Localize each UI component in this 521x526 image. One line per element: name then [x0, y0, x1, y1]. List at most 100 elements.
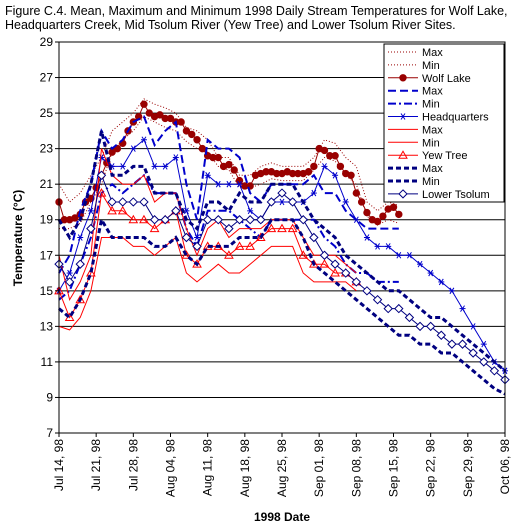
data-point: [256, 215, 266, 225]
x-tick-label: Jul 14, 98: [52, 439, 66, 491]
series-line: [58, 215, 506, 396]
data-point: [245, 215, 255, 225]
data-point: [87, 194, 95, 203]
data-point: [118, 197, 128, 207]
data-point: [320, 146, 329, 155]
data-point: [149, 223, 160, 233]
x-tick-label: Aug 04, 98: [164, 439, 178, 497]
data-point: [457, 339, 468, 349]
y-tick-label: 21: [40, 177, 54, 191]
data-point: [119, 163, 126, 170]
data-point: [86, 223, 96, 234]
data-point: [372, 294, 383, 305]
x-tick-label: Jul 21, 98: [89, 439, 103, 491]
data-point: [96, 170, 107, 181]
data-point: [213, 215, 223, 225]
y-tick-label: 23: [40, 142, 54, 156]
data-point: [470, 323, 477, 330]
series-11: [54, 170, 510, 385]
data-point: [96, 188, 107, 197]
y-tick-label: 27: [40, 71, 54, 85]
y-tick-label: 13: [40, 319, 54, 333]
y-tick-label: 29: [40, 35, 54, 49]
series-line: [58, 98, 399, 212]
data-point: [224, 223, 234, 234]
data-point: [166, 114, 175, 123]
series-0: [58, 98, 399, 212]
data-point: [182, 127, 191, 135]
data-point: [234, 215, 245, 225]
data-point: [309, 232, 319, 243]
data-point: [398, 189, 408, 199]
x-tick-label: Jul 28, 98: [126, 439, 140, 491]
legend-label: Headquarters: [422, 112, 489, 124]
x-tick-label: Sep 29, 98: [461, 439, 475, 497]
series-line: [58, 115, 399, 274]
data-point: [230, 166, 238, 174]
data-point: [398, 150, 408, 159]
data-point: [399, 74, 407, 82]
data-point: [151, 163, 158, 170]
y-axis-label: Temperature (°C): [11, 190, 25, 287]
data-point: [204, 172, 211, 179]
x-tick-label: Sep 01, 98: [312, 439, 326, 497]
data-point: [266, 223, 277, 233]
series-3: [58, 115, 399, 274]
data-point: [321, 163, 328, 170]
data-point: [347, 171, 355, 179]
y-tick-label: 11: [41, 355, 54, 369]
data-point: [236, 180, 243, 188]
data-point: [319, 259, 330, 268]
data-point: [319, 250, 330, 260]
data-point: [298, 250, 309, 259]
data-point: [479, 357, 489, 367]
data-point: [406, 251, 413, 259]
data-point: [383, 303, 393, 314]
data-point: [245, 241, 256, 250]
data-point: [192, 241, 202, 252]
data-point: [128, 214, 139, 224]
data-point: [177, 118, 185, 126]
data-point: [139, 197, 149, 207]
y-tick-label: 7: [46, 426, 53, 440]
data-point: [277, 188, 287, 198]
data-point: [247, 207, 254, 215]
data-point: [235, 176, 244, 185]
data-point: [194, 234, 201, 241]
data-point: [341, 268, 351, 278]
y-axis: 7 9 11 13 15 17 19 21 23 25 27 29: [40, 35, 59, 440]
data-point: [394, 303, 404, 314]
data-point: [64, 277, 75, 287]
data-point: [234, 241, 245, 250]
series-9: [57, 130, 506, 372]
data-point: [448, 287, 455, 295]
data-point: [363, 234, 370, 241]
data-point: [489, 366, 500, 376]
data-point: [389, 203, 398, 211]
x-tick-label: Oct 06, 98: [498, 439, 512, 495]
data-point: [130, 145, 137, 152]
data-point: [71, 214, 79, 222]
data-point: [379, 212, 387, 220]
data-point: [336, 162, 345, 171]
data-point: [447, 339, 457, 349]
x-tick-label: Sep 08, 98: [349, 439, 363, 497]
data-point: [66, 269, 73, 277]
legend-label: Max: [422, 86, 443, 98]
data-point: [225, 180, 232, 188]
legend-label: Min: [422, 99, 440, 111]
series-line: [58, 173, 506, 381]
series-line: [58, 173, 399, 301]
legend-label: Max: [422, 47, 443, 59]
data-point: [172, 154, 179, 161]
data-point: [140, 136, 147, 144]
data-point: [357, 198, 366, 206]
data-point: [107, 197, 117, 207]
y-tick-label: 25: [40, 106, 54, 120]
data-point: [351, 277, 362, 287]
legend-label: Max: [422, 124, 443, 136]
data-point: [224, 250, 234, 259]
data-point: [468, 348, 478, 358]
data-point: [310, 162, 318, 171]
